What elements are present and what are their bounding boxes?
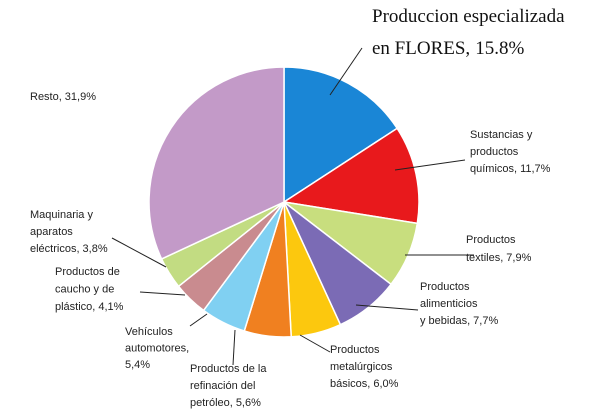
label-line: Vehículos (125, 326, 176, 338)
label-line: Maquinaria y (30, 209, 96, 221)
leader-line (329, 47, 363, 96)
pie-slice (283, 66, 399, 204)
label-line: Resto, (30, 91, 62, 103)
label-line: Productos de la (190, 363, 270, 375)
value-label: 15.8% (475, 38, 524, 59)
leader-line (139, 291, 186, 296)
slice-label: Resto, (30, 91, 62, 103)
label-line: productos (470, 146, 521, 158)
label-line: Productos (420, 281, 473, 293)
label-line: Productos (330, 344, 383, 356)
value-label: 6,0% (373, 378, 398, 390)
label-line: textiles, (466, 252, 503, 264)
label-line: en FLORES, (372, 38, 470, 59)
slice-label: Sustancias y productos químicos, (470, 129, 535, 175)
value-label: 31,9% (65, 91, 96, 103)
label-line: aparatos (30, 226, 76, 238)
label-line: plástico, (55, 301, 95, 313)
pie-slice (281, 127, 420, 225)
leader-line (232, 329, 236, 366)
label-line: automotores, (125, 343, 189, 355)
label-line: refinación del (190, 380, 259, 392)
leader-line (355, 304, 419, 311)
label-line: y bebidas, (420, 315, 470, 327)
label-line: eléctricos, (30, 243, 80, 255)
leader-line (189, 313, 208, 327)
label-line: petróleo, (190, 397, 233, 409)
label-line: Produccion especializada (372, 6, 569, 27)
slice-label: Maquinaria y aparatos eléctricos, (30, 209, 96, 255)
pie-slice (148, 66, 285, 260)
value-label: 7,9% (506, 252, 531, 264)
leader-line (299, 334, 331, 353)
value-label: 4,1% (98, 301, 123, 313)
label-line: metalúrgicos (330, 361, 395, 373)
value-label: 5,6% (236, 397, 261, 409)
value-label: 5,4% (125, 359, 150, 371)
slice-label: Productos de la refinación del petróleo, (190, 363, 270, 409)
label-line: Productos (466, 234, 519, 246)
value-label: 11,7% (520, 163, 551, 175)
label-line: caucho y de (55, 284, 117, 296)
value-label: 3,8% (83, 243, 108, 255)
slice-label: Productos alimenticios y bebidas, (420, 281, 481, 327)
leader-line (394, 159, 466, 171)
slice-label: Produccion especializada en FLORES, (372, 6, 569, 59)
slice-label: Productos metalúrgicos básicos, (330, 344, 395, 390)
value-label: 7,7% (473, 315, 498, 327)
label-line: básicos, (330, 378, 370, 390)
label-line: químicos, (470, 163, 517, 175)
label-line: Sustancias y (470, 129, 535, 141)
leader-line (111, 237, 167, 268)
slice-label: Productos de caucho y de plástico, (55, 266, 123, 313)
slice-label: Productos textiles, (466, 234, 519, 264)
slice-label: Vehículos automotores, (125, 326, 189, 355)
label-line: Productos de (55, 266, 123, 278)
label-line: alimenticios (420, 298, 481, 310)
